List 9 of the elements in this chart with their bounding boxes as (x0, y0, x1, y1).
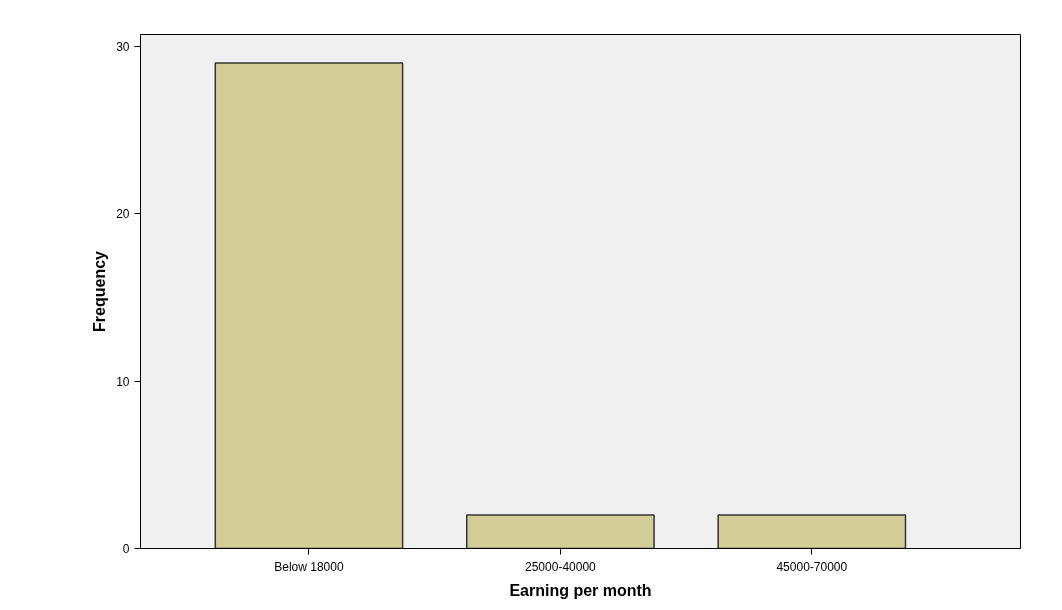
x-tick-label: Below 18000 (274, 559, 344, 574)
y-tick-label: 10 (116, 374, 130, 389)
y-tick-label: 30 (116, 39, 130, 54)
y-tick-label: 0 (122, 542, 130, 556)
y-tick-label: 20 (116, 207, 130, 222)
y-axis-title: Frequency (91, 250, 109, 332)
x-axis-title: Earning per month (509, 581, 652, 599)
x-tick-label: 25000-40000 (525, 559, 597, 574)
x-tick-label: 45000-70000 (776, 559, 848, 574)
